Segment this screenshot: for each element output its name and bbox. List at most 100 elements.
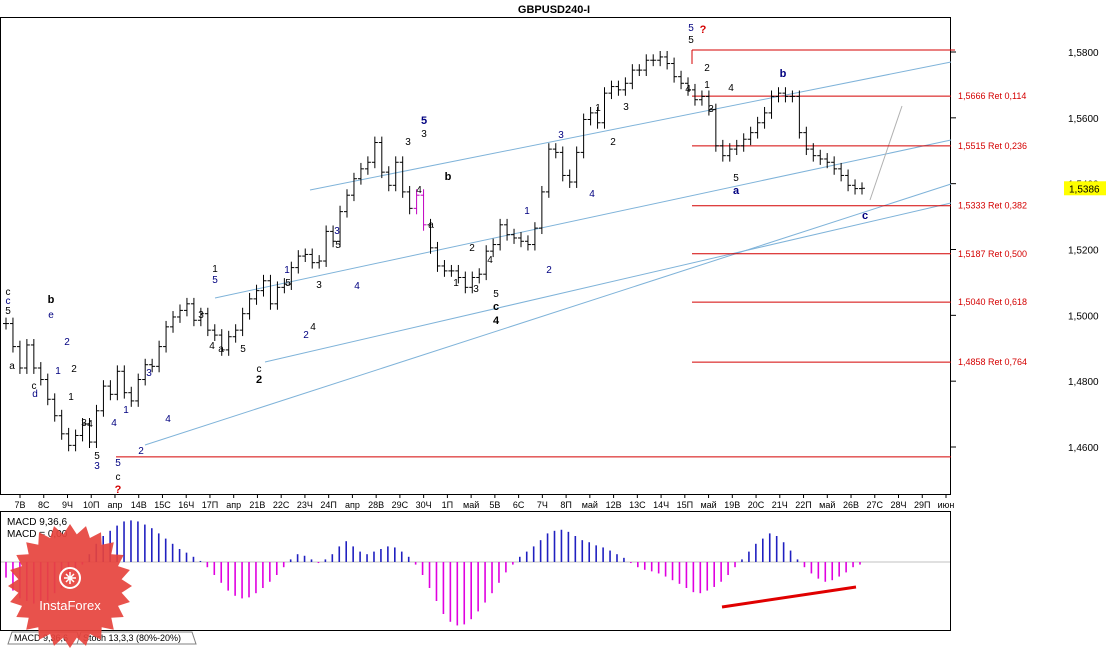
wave-label: 1 bbox=[704, 80, 710, 91]
wave-label: b bbox=[48, 294, 55, 306]
wave-label: 2 bbox=[138, 446, 144, 457]
fib-level-label: 1,5666 Ret 0,114 bbox=[958, 91, 1026, 101]
wave-label: c bbox=[116, 472, 121, 483]
x-tick-label: 24П bbox=[320, 500, 336, 510]
wave-label: 3 bbox=[473, 284, 479, 295]
wave-label: 1 bbox=[123, 405, 129, 416]
x-tick-label: 29С bbox=[392, 500, 409, 510]
wave-label: 4 bbox=[111, 418, 117, 429]
wave-label: 1 bbox=[68, 392, 74, 403]
macd-value-label: MACD = 0,00 bbox=[7, 529, 68, 540]
x-tick-label: май bbox=[582, 500, 598, 510]
y-tick-label: 1,4600 bbox=[1068, 443, 1099, 454]
channel-line bbox=[214, 139, 952, 299]
macd-title: MACD 9,36,6 bbox=[7, 517, 67, 528]
x-tick-label: 29П bbox=[914, 500, 930, 510]
wave-label: 5 bbox=[688, 35, 694, 46]
time-axis: 7В 8С 9Ч 10П апр 14В 15С 16Ч 17П апр 21В 22С 23Ч 24П а… bbox=[14, 494, 954, 510]
wave-label: 5 bbox=[335, 240, 341, 251]
wave-label: 3 bbox=[421, 129, 427, 140]
x-tick-label: 7В bbox=[14, 500, 25, 510]
wave-label: d bbox=[32, 389, 38, 400]
x-tick-label: 22С bbox=[273, 500, 290, 510]
wave-label: 4 bbox=[310, 322, 316, 333]
wave-label: 2 bbox=[303, 330, 309, 341]
wave-label: 3 bbox=[94, 461, 100, 472]
x-tick-label: апр bbox=[345, 500, 360, 510]
macd-value-text: MACD = 0,00 bbox=[7, 529, 68, 540]
chart-title: GBPUSD240-I bbox=[518, 4, 590, 16]
wave-label: ? bbox=[115, 484, 122, 496]
wave-label: 4 bbox=[685, 84, 691, 95]
x-tick-label: 10П bbox=[83, 500, 99, 510]
x-tick-label: 1П bbox=[442, 500, 453, 510]
wave-label: e bbox=[48, 310, 54, 321]
projection-line bbox=[869, 105, 903, 201]
trend-channel-lines bbox=[144, 61, 952, 446]
x-tick-label: 7Ч bbox=[537, 500, 548, 510]
fib-level-label: 1,5040 Ret 0,618 bbox=[958, 297, 1027, 307]
indicator-tabs: MACD 9,36,6 Stoch 13,3,3 (80%-20%) bbox=[0, 631, 1108, 661]
current-price-badge: 1,5386 bbox=[1064, 181, 1106, 196]
x-tick-label: 6С bbox=[513, 500, 525, 510]
x-tick-label: 13С bbox=[629, 500, 646, 510]
y-tick-label: 1,5800 bbox=[1068, 48, 1099, 59]
wave-label: 2 bbox=[469, 243, 475, 254]
brand-emblem-icon bbox=[59, 567, 81, 589]
tab-stoch-label: Stoch 13,3,3 (80%-20%) bbox=[83, 633, 181, 643]
wave-label: c bbox=[6, 287, 11, 298]
x-tick-label: май bbox=[700, 500, 716, 510]
current-price-label: 1,5386 bbox=[1069, 184, 1100, 195]
wave-label: b bbox=[445, 171, 452, 183]
wave-label: 4 bbox=[87, 419, 93, 430]
price-candles bbox=[3, 51, 865, 452]
wave-label: 5 bbox=[733, 173, 739, 184]
x-tick-label: апр bbox=[226, 500, 241, 510]
wave-label: 2 bbox=[704, 63, 710, 74]
wave-label: a bbox=[733, 185, 740, 197]
wave-label: 4 bbox=[728, 83, 734, 94]
wave-label: c bbox=[6, 296, 11, 307]
wave-label: 3 bbox=[81, 418, 87, 429]
y-tick-label: 1,5200 bbox=[1068, 246, 1099, 257]
x-tick-label: 22П bbox=[795, 500, 811, 510]
wave-label: c bbox=[257, 364, 262, 375]
x-tick-label: 15С bbox=[154, 500, 171, 510]
x-tick-label: 30Ч bbox=[416, 500, 432, 510]
wave-label: a bbox=[9, 361, 15, 372]
x-tick-label: 21Ч bbox=[772, 500, 788, 510]
wave-label: a bbox=[218, 344, 224, 355]
x-tick-label: 12В bbox=[606, 500, 622, 510]
wave-label: 4 bbox=[209, 341, 215, 352]
wave-label: b bbox=[780, 68, 787, 80]
wave-label: 5 bbox=[115, 458, 121, 469]
wave-label: 2 bbox=[546, 265, 552, 276]
y-tick-label: 1,5600 bbox=[1068, 114, 1099, 125]
wave-label: 3 bbox=[558, 130, 564, 141]
wave-label: 4 bbox=[493, 315, 500, 327]
x-tick-label: 8П bbox=[560, 500, 571, 510]
x-tick-label: 9Ч bbox=[62, 500, 73, 510]
wave-label: 4 bbox=[589, 189, 595, 200]
wave-label: 4 bbox=[354, 281, 360, 292]
macd-divergence-line bbox=[721, 585, 857, 609]
wave-label: a bbox=[428, 220, 434, 231]
fibonacci-levels: 1,5666 Ret 0,114 1,5515 Ret 0,236 1,5333 R… bbox=[116, 49, 1027, 458]
y-tick-label: 1,5000 bbox=[1068, 311, 1099, 322]
x-tick-label: 26В bbox=[843, 500, 859, 510]
wave-label: 5 bbox=[421, 115, 427, 127]
x-tick-label: апр bbox=[108, 500, 123, 510]
wave-label: 5 bbox=[212, 275, 218, 286]
wave-label: ? bbox=[700, 24, 707, 36]
wave-label: 4 bbox=[416, 185, 422, 196]
wave-label: 5 bbox=[285, 278, 291, 289]
x-tick-label: 5В bbox=[489, 500, 500, 510]
x-tick-label: 15П bbox=[677, 500, 693, 510]
wave-label: 5 bbox=[5, 306, 11, 317]
x-tick-label: 19В bbox=[724, 500, 740, 510]
price-plot-frame bbox=[0, 17, 951, 495]
wave-label: 5 bbox=[240, 344, 246, 355]
